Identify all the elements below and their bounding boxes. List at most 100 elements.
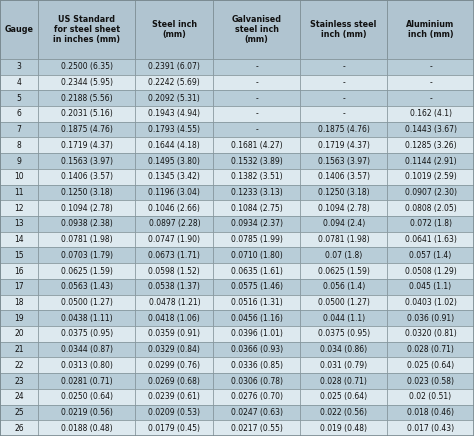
Text: -: - <box>342 62 345 71</box>
Bar <box>213 247 300 263</box>
Text: 0.0563 (1.43): 0.0563 (1.43) <box>61 282 113 291</box>
Text: 0.1233 (3.13): 0.1233 (3.13) <box>231 188 283 197</box>
Bar <box>300 75 387 90</box>
Bar <box>387 405 474 420</box>
Bar <box>213 263 300 279</box>
Text: 0.0781 (1.98): 0.0781 (1.98) <box>61 235 112 244</box>
Bar <box>38 200 136 216</box>
Text: 0.1875 (4.76): 0.1875 (4.76) <box>61 125 112 134</box>
Bar <box>0 342 38 358</box>
Bar <box>136 326 213 342</box>
Text: 0.1719 (4.37): 0.1719 (4.37) <box>61 141 112 150</box>
Text: 0.0344 (0.87): 0.0344 (0.87) <box>61 345 113 354</box>
Text: 0.1196 (3.04): 0.1196 (3.04) <box>148 188 200 197</box>
Text: 0.1943 (4.94): 0.1943 (4.94) <box>148 109 201 118</box>
Text: 20: 20 <box>14 329 24 338</box>
Bar <box>300 106 387 122</box>
Text: 7: 7 <box>17 125 21 134</box>
Text: 0.0625 (1.59): 0.0625 (1.59) <box>318 266 370 276</box>
Text: 0.0808 (2.05): 0.0808 (2.05) <box>405 204 456 213</box>
Text: -: - <box>255 125 258 134</box>
Bar <box>38 153 136 169</box>
Text: 0.0366 (0.93): 0.0366 (0.93) <box>231 345 283 354</box>
Bar <box>38 232 136 248</box>
Bar <box>136 373 213 389</box>
Bar <box>0 169 38 184</box>
Bar <box>387 184 474 200</box>
Bar <box>136 200 213 216</box>
Bar <box>213 358 300 373</box>
Text: -: - <box>429 94 432 102</box>
Bar <box>136 153 213 169</box>
Bar <box>0 420 38 436</box>
Text: Galvanised
steel inch
(mm): Galvanised steel inch (mm) <box>232 15 282 44</box>
Bar <box>136 342 213 358</box>
Text: 0.0934 (2.37): 0.0934 (2.37) <box>231 219 283 228</box>
Bar <box>387 389 474 405</box>
Bar <box>300 90 387 106</box>
Text: 0.1094 (2.78): 0.1094 (2.78) <box>61 204 112 213</box>
Bar <box>300 216 387 232</box>
Text: 0.023 (0.58): 0.023 (0.58) <box>407 377 454 385</box>
Text: -: - <box>255 94 258 102</box>
Text: 0.094 (2.4): 0.094 (2.4) <box>322 219 365 228</box>
Text: 0.0418 (1.06): 0.0418 (1.06) <box>148 313 200 323</box>
Text: 0.044 (1.1): 0.044 (1.1) <box>323 313 365 323</box>
Bar <box>136 420 213 436</box>
Bar <box>0 263 38 279</box>
Text: 0.0938 (2.38): 0.0938 (2.38) <box>61 219 112 228</box>
Bar <box>213 326 300 342</box>
Text: 9: 9 <box>17 157 21 166</box>
Text: 0.025 (0.64): 0.025 (0.64) <box>320 392 367 401</box>
Text: 0.0299 (0.76): 0.0299 (0.76) <box>148 361 201 370</box>
Bar <box>38 59 136 75</box>
Text: 0.2344 (5.95): 0.2344 (5.95) <box>61 78 113 87</box>
Bar <box>38 263 136 279</box>
Bar <box>213 75 300 90</box>
Text: 0.0403 (1.02): 0.0403 (1.02) <box>405 298 456 307</box>
Bar <box>300 295 387 310</box>
Text: 12: 12 <box>14 204 24 213</box>
Bar <box>38 420 136 436</box>
Bar <box>38 0 136 59</box>
Bar <box>300 405 387 420</box>
Text: 3: 3 <box>17 62 21 71</box>
Bar <box>300 279 387 295</box>
Text: US Standard
for steel sheet
in inches (mm): US Standard for steel sheet in inches (m… <box>53 15 120 44</box>
Text: 0.0897 (2.28): 0.0897 (2.28) <box>148 219 200 228</box>
Text: 14: 14 <box>14 235 24 244</box>
Bar <box>38 389 136 405</box>
Bar <box>387 326 474 342</box>
Text: 0.1563 (3.97): 0.1563 (3.97) <box>318 157 370 166</box>
Text: 0.028 (0.71): 0.028 (0.71) <box>320 377 367 385</box>
Text: 8: 8 <box>17 141 21 150</box>
Text: 0.031 (0.79): 0.031 (0.79) <box>320 361 367 370</box>
Bar <box>300 247 387 263</box>
Text: 0.2500 (6.35): 0.2500 (6.35) <box>61 62 113 71</box>
Text: 0.0359 (0.91): 0.0359 (0.91) <box>148 329 201 338</box>
Text: 0.2188 (5.56): 0.2188 (5.56) <box>61 94 112 102</box>
Text: 0.028 (0.71): 0.028 (0.71) <box>407 345 454 354</box>
Bar <box>213 216 300 232</box>
Text: 0.0703 (1.79): 0.0703 (1.79) <box>61 251 113 260</box>
Text: 0.1563 (3.97): 0.1563 (3.97) <box>61 157 113 166</box>
Text: 0.1644 (4.18): 0.1644 (4.18) <box>148 141 200 150</box>
Bar <box>38 137 136 153</box>
Text: 21: 21 <box>14 345 24 354</box>
Bar <box>213 90 300 106</box>
Bar <box>38 216 136 232</box>
Bar <box>387 0 474 59</box>
Bar <box>0 279 38 295</box>
Bar <box>300 232 387 248</box>
Bar <box>300 389 387 405</box>
Text: 0.07 (1.8): 0.07 (1.8) <box>325 251 362 260</box>
Bar <box>213 137 300 153</box>
Bar <box>136 216 213 232</box>
Text: 0.02 (0.51): 0.02 (0.51) <box>410 392 452 401</box>
Bar <box>38 90 136 106</box>
Bar <box>387 122 474 137</box>
Bar <box>136 169 213 184</box>
Bar <box>387 295 474 310</box>
Bar <box>213 184 300 200</box>
Bar <box>300 373 387 389</box>
